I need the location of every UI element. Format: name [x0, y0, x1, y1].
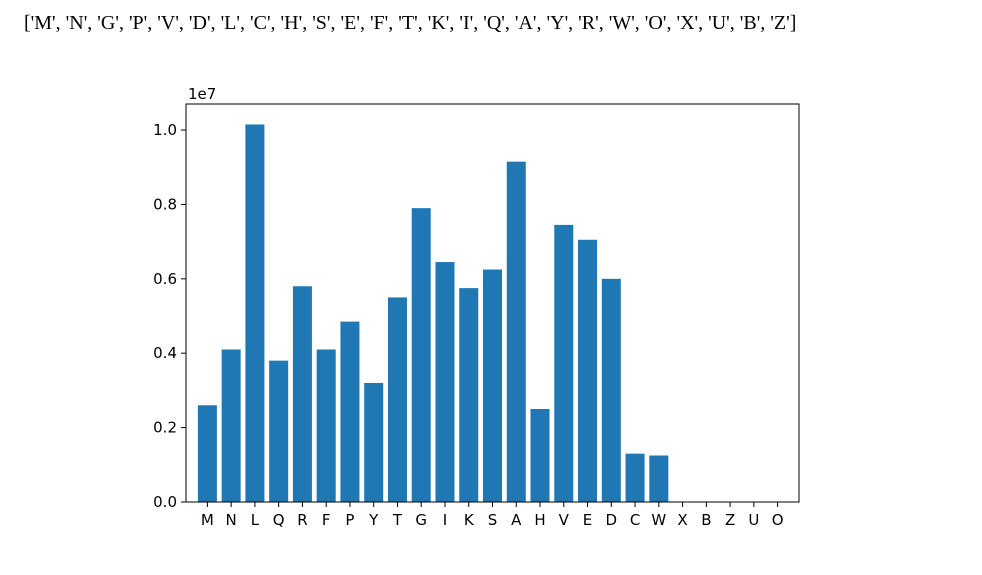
bar-P	[340, 321, 360, 502]
x-tick-label: H	[534, 511, 545, 529]
bar-A	[506, 161, 526, 502]
bar-L	[245, 124, 265, 503]
x-tick-label: F	[322, 511, 331, 529]
bar-C	[625, 453, 645, 502]
x-tick-label: U	[748, 511, 759, 529]
x-tick-label: M	[201, 511, 214, 529]
bar-V	[554, 224, 574, 502]
x-tick-label: S	[488, 511, 498, 529]
bar-R	[292, 286, 312, 502]
bar-T	[387, 297, 407, 502]
x-tick-label: E	[583, 511, 592, 529]
x-tick-label: P	[345, 511, 354, 529]
y-tick-label: 0.0	[153, 493, 177, 511]
bar-E	[578, 239, 598, 502]
x-tick-label: Z	[725, 511, 735, 529]
bar-M	[197, 405, 217, 502]
bar-G	[411, 208, 431, 502]
x-tick-label: R	[297, 511, 307, 529]
y-tick-label: 0.8	[153, 195, 177, 213]
x-tick-label: N	[226, 511, 237, 529]
y-tick-label: 0.4	[153, 344, 177, 362]
x-tick-label: K	[464, 511, 475, 529]
bar-D	[601, 278, 621, 502]
bar-N	[221, 349, 241, 502]
output-text: ['M', 'N', 'G', 'P', 'V', 'D', 'L', 'C',…	[24, 12, 797, 34]
x-tick-label: D	[606, 511, 618, 529]
bar-F	[316, 349, 336, 502]
y-tick-label: 0.6	[153, 270, 177, 288]
x-tick-label: V	[559, 511, 570, 529]
x-tick-label: Q	[273, 511, 285, 529]
x-tick-label: C	[630, 511, 640, 529]
y-tick-label: 1.0	[153, 121, 177, 139]
x-tick-label: L	[251, 511, 260, 529]
plot-frame	[185, 103, 800, 503]
x-tick-label: Y	[368, 511, 379, 529]
y-tick-label: 0.2	[153, 419, 177, 437]
x-tick-label: X	[677, 511, 687, 529]
bar-I	[435, 262, 455, 502]
x-tick-label: A	[511, 511, 522, 529]
x-tick-label: W	[651, 511, 666, 529]
bar-K	[459, 288, 479, 502]
x-tick-label: B	[701, 511, 711, 529]
y-offset-label: 1e7	[188, 85, 216, 103]
bar-Q	[269, 360, 289, 502]
x-tick-label: G	[415, 511, 427, 529]
bar-Y	[364, 382, 384, 502]
x-tick-label: T	[392, 511, 403, 529]
bar-H	[530, 409, 550, 502]
y-axis-ticks: 0.0 0.2 0.4 0.6 0.8 1.0	[153, 121, 186, 511]
bar-W	[649, 455, 669, 502]
x-tick-label: I	[443, 511, 447, 529]
bars-group	[197, 124, 669, 503]
x-tick-label: O	[772, 511, 784, 529]
bar-S	[483, 269, 503, 502]
